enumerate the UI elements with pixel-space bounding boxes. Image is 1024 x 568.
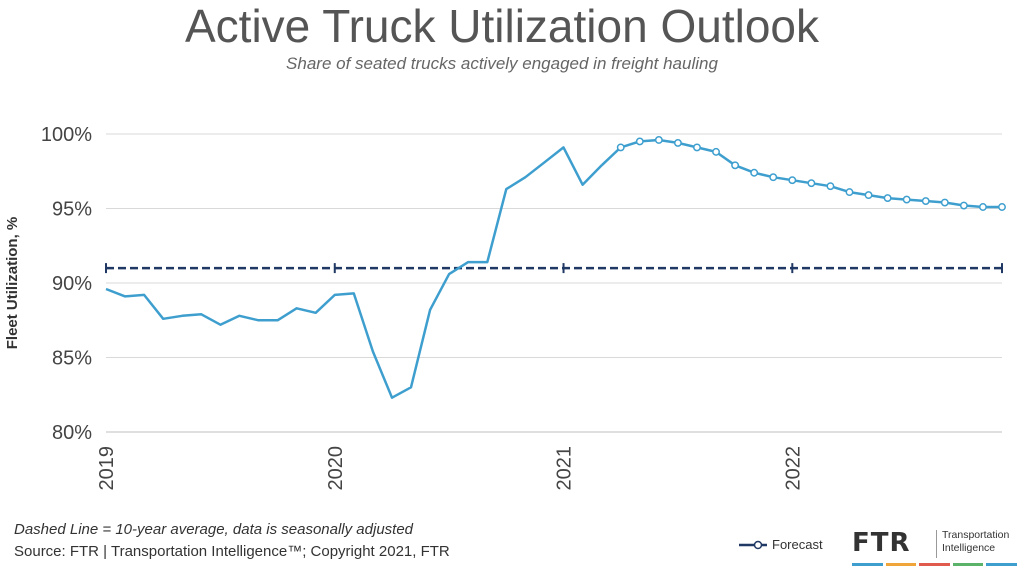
logo-separator: [936, 530, 937, 558]
forecast-point: [788, 176, 797, 185]
forecast-point: [864, 191, 873, 200]
forecast-point: [921, 197, 930, 206]
forecast-point: [731, 161, 740, 170]
actual-series-line: [105, 146, 603, 399]
x-tick-label: 2019: [96, 446, 118, 491]
forecast-point: [673, 138, 682, 147]
chart-plot: 80% 85% 90% 95% 100% 2019 2020 2021 2022 Fleet Ut…: [4, 124, 1006, 491]
forecast-point: [807, 179, 816, 188]
logo-stripe-segment: [885, 563, 917, 566]
forecast-point: [959, 201, 968, 210]
logo-stripe-segment: [919, 563, 950, 566]
forecast-point: [978, 203, 987, 211]
forecast-point: [883, 194, 892, 203]
y-axis-label: Fleet Utilization, %: [4, 217, 21, 350]
y-tick-label: 90%: [52, 273, 92, 295]
forecast-point: [998, 203, 1006, 211]
x-tick-label: 2022: [782, 446, 804, 491]
logo-mark: FTR: [852, 528, 911, 558]
y-tick-label: 80%: [52, 422, 92, 444]
forecast-point: [712, 147, 720, 156]
forecast-point: [769, 173, 778, 182]
forecast-point: [654, 136, 663, 144]
logo-stripe-segment: [986, 563, 1017, 566]
forecast-point: [750, 168, 759, 177]
forecast-point: [826, 182, 835, 191]
x-tick-label: 2020: [325, 446, 347, 491]
forecast-series-line: [600, 138, 1002, 209]
logo-stripe-segment: [952, 563, 984, 566]
forecast-point: [940, 198, 949, 207]
forecast-point: [902, 195, 911, 204]
chart-title: Active Truck Utilization Outlook: [184, 0, 819, 52]
x-tick-label: 2021: [554, 446, 576, 491]
logo-text: Transportation Intelligence: [942, 529, 1018, 555]
logo-line-1: Transportation: [942, 529, 1010, 541]
y-tick-label: 85%: [52, 348, 92, 370]
forecast-point: [693, 143, 701, 152]
logo-stripe-segment: [852, 563, 883, 566]
forecast-point: [845, 188, 854, 197]
footnote: Dashed Line = 10-year average, data is s…: [14, 521, 414, 538]
forecast-point: [616, 143, 625, 152]
legend-forecast-marker: [739, 540, 767, 549]
chart-subtitle: Share of seated trucks actively engaged …: [286, 54, 718, 73]
legend-forecast-label: Forecast: [772, 537, 823, 552]
logo-line-2: Intelligence: [942, 542, 996, 554]
source-text: Source: FTR | Transportation Intelligenc…: [14, 543, 450, 560]
legend: Forecast: [738, 537, 823, 552]
forecast-point: [635, 137, 644, 146]
ftr-logo: FTR Transportation Intelligence: [852, 526, 1020, 566]
logo-stripe: [852, 563, 1020, 566]
y-tick-label: 95%: [52, 199, 92, 221]
y-tick-label: 100%: [41, 124, 92, 146]
